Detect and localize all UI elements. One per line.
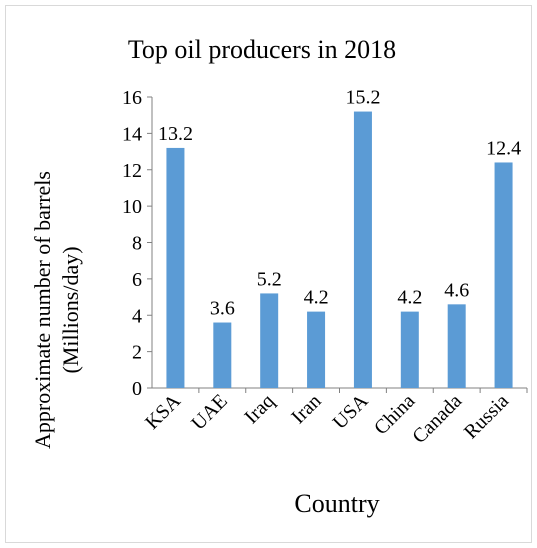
data-label-ksa: 13.2	[158, 123, 193, 145]
data-label-uae: 3.6	[210, 298, 235, 320]
bar-ksa	[166, 147, 185, 388]
bar-uae	[213, 322, 232, 388]
data-label-iraq: 5.2	[257, 268, 282, 290]
bar-usa	[353, 111, 372, 389]
category-label-usa: USA	[329, 390, 373, 434]
y-tick-label: 12	[122, 160, 142, 182]
category-label-canada: Canada	[408, 390, 466, 448]
y-tick-label: 0	[132, 378, 142, 400]
y-tick-label: 10	[122, 196, 142, 218]
category-label-iraq: Iraq	[240, 390, 278, 428]
bar-canada	[447, 304, 466, 388]
data-label-russia: 12.4	[486, 137, 521, 159]
bar-russia	[494, 162, 513, 388]
y-axis-label-line-2: (Millions/day)	[58, 246, 83, 373]
data-label-iran: 4.2	[304, 287, 329, 309]
data-label-usa: 15.2	[345, 87, 380, 109]
category-label-russia: Russia	[460, 390, 513, 443]
data-label-china: 4.2	[397, 287, 422, 309]
category-label-ksa: KSA	[141, 390, 185, 434]
category-label-iran: Iran	[287, 390, 325, 428]
y-tick-label: 4	[132, 305, 142, 327]
y-axis-label-line-1: Approximate number of barrels	[30, 171, 55, 449]
data-label-canada: 4.6	[444, 279, 469, 301]
chart-frame	[5, 5, 532, 543]
y-axis-label: Approximate number of barrels (Millions/…	[30, 171, 83, 449]
y-tick-label: 6	[132, 269, 142, 291]
y-tick-label: 2	[132, 342, 142, 364]
category-label-uae: UAE	[187, 390, 232, 435]
y-tick-label: 16	[122, 87, 142, 109]
y-tick-label: 8	[132, 233, 142, 255]
x-axis-label: Country	[294, 489, 379, 518]
plot-area: 0 2 4 6 8 10 12 14 16 13.2 KSA 3.6 UAE 5.2 Iraq 4.2 Iran…	[122, 87, 528, 448]
chart-title: Top oil producers in 2018	[128, 35, 396, 64]
y-tick-label: 14	[122, 123, 142, 145]
bar-china	[400, 311, 419, 388]
bar-iraq	[260, 293, 279, 388]
bar-iran	[307, 311, 326, 388]
